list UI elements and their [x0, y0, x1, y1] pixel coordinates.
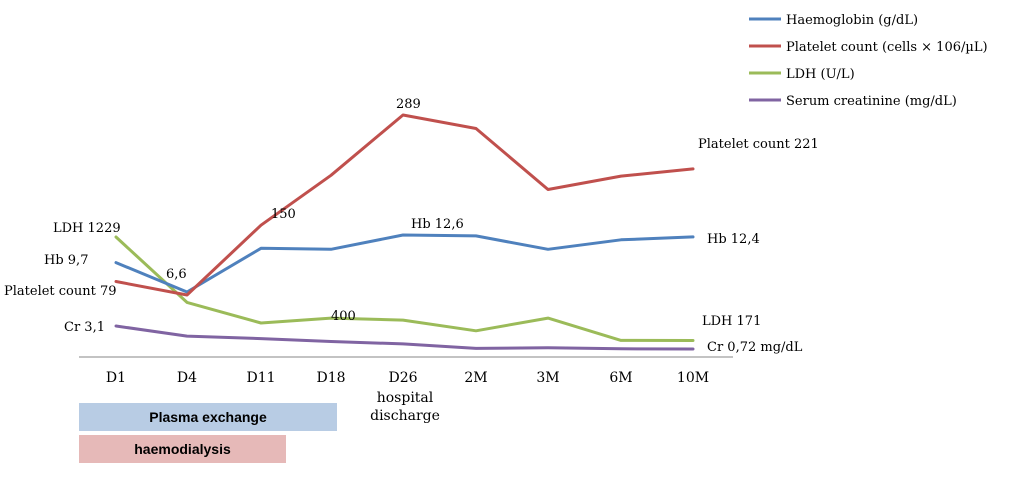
annotation-layer: Hb 9,7 6,6 Hb 12,6 Hb 12,4 Platelet count 79… — [4, 97, 819, 355]
annotation-hb-last: Hb 12,4 — [707, 232, 760, 247]
annotation-hb-first: Hb 9,7 — [44, 253, 88, 268]
x-tick-label: D18 — [316, 370, 345, 386]
series-line-1 — [114, 233, 695, 294]
x-tick-label: 3M — [536, 370, 559, 386]
x-tick-label: D1 — [106, 370, 126, 386]
x-tick-label: 6M — [609, 370, 632, 386]
legend-label: Serum creatinine (mg/dL) — [786, 94, 957, 109]
annotation-hb-peak: Hb 12,6 — [411, 217, 464, 232]
x-tick-label: 2M — [464, 370, 487, 386]
legend-label: LDH (U/L) — [786, 67, 855, 82]
annotation-plt-first: Platelet count 79 — [4, 284, 117, 299]
annotation-ldh-d18: 400 — [331, 309, 356, 324]
annotation-hb-min: 6,6 — [166, 267, 187, 282]
x-tick-label: D4 — [177, 370, 197, 386]
legend-label: Haemoglobin (g/dL) — [786, 13, 918, 28]
series-line-2 — [114, 113, 695, 297]
series-line-3 — [114, 235, 695, 342]
series-layer — [114, 113, 695, 351]
haemodialysis-bar: haemodialysis — [79, 435, 286, 463]
x-tick-label: D11 — [246, 370, 275, 386]
annotation-cr-last: Cr 0,72 mg/dL — [707, 340, 803, 355]
plasma-exchange-label: Plasma exchange — [149, 409, 267, 425]
plasma-exchange-bar: Plasma exchange — [79, 403, 337, 431]
legend: Haemoglobin (g/dL) Platelet count (cells … — [749, 13, 988, 109]
annotation-plt-d11: 150 — [271, 207, 296, 222]
annotation-cr-first: Cr 3,1 — [64, 320, 105, 335]
x-tick-label: D26 — [388, 370, 417, 386]
legend-label: Platelet count (cells × 106/µL) — [786, 40, 988, 55]
annotation-ldh-first: LDH 1229 — [53, 221, 121, 236]
tick-layer: D1 D4 D11 D18 D26 hospital discharge 2M 3M 6M 10M — [106, 370, 709, 424]
annotation-plt-last: Platelet count 221 — [698, 137, 819, 152]
x-tick-sublabel: hospital — [377, 390, 434, 406]
x-tick-sublabel: discharge — [370, 408, 440, 424]
annotation-plt-peak: 289 — [396, 97, 421, 112]
haemodialysis-label: haemodialysis — [134, 441, 231, 457]
annotation-ldh-last: LDH 171 — [702, 314, 761, 329]
x-tick-label: 10M — [677, 370, 709, 386]
series-line-4 — [114, 324, 695, 351]
